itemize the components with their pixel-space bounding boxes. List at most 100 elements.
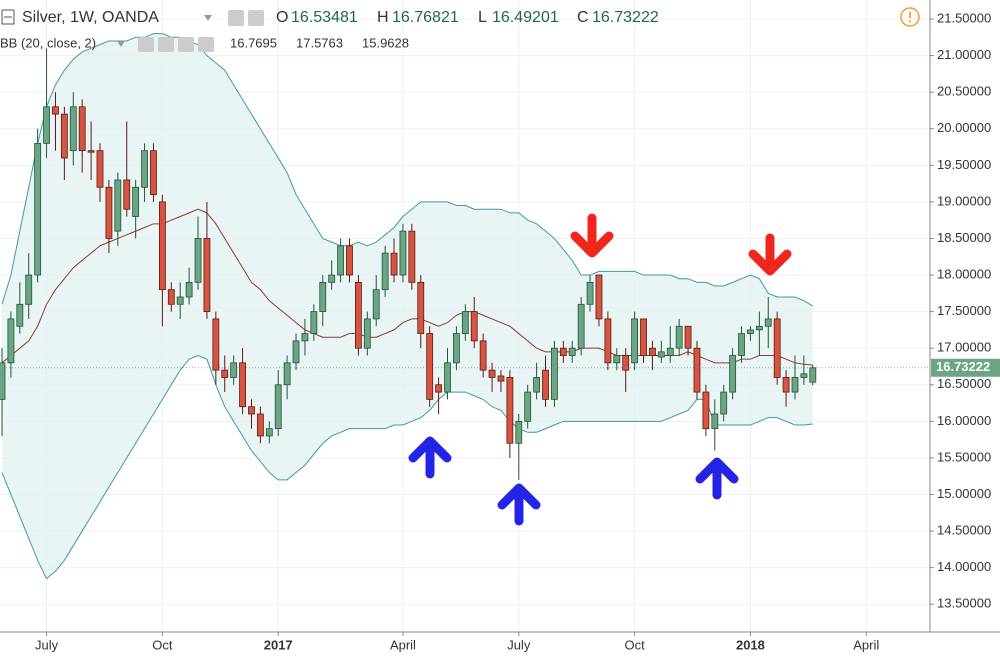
- candle-body: [274, 384, 282, 430]
- candle-body: [809, 367, 817, 383]
- candle-body: [114, 179, 122, 232]
- candle-body: [105, 186, 113, 239]
- eye-icon[interactable]: [228, 10, 244, 26]
- candle-body: [185, 281, 193, 298]
- x-tick-label: 2017: [264, 637, 293, 652]
- candle-body: [301, 333, 309, 342]
- candle-body: [132, 186, 140, 217]
- last-price-box: [931, 358, 1000, 377]
- y-tick-label: 15.50000: [937, 449, 991, 464]
- candle-body: [675, 325, 683, 349]
- bb-lower-line: [1, 354, 813, 580]
- candle-body: [622, 355, 630, 371]
- candle-body: [69, 106, 77, 152]
- candle-body: [542, 369, 549, 400]
- x-tick-label: July: [507, 637, 531, 652]
- bb-upper-value: 17.5763: [296, 35, 343, 50]
- alert-icon[interactable]: [900, 7, 920, 27]
- candle-body: [265, 428, 273, 437]
- candle-body: [453, 333, 460, 364]
- candle-body: [239, 362, 246, 408]
- dropdown-icon[interactable]: [204, 15, 212, 21]
- candle-body: [319, 281, 327, 313]
- down-arrow: [748, 233, 792, 276]
- plot-area: [0, 0, 930, 632]
- close-icon[interactable]: [198, 37, 214, 52]
- candle-body: [78, 106, 86, 152]
- y-tick-label: 13.50000: [937, 596, 991, 611]
- candle-body: [248, 406, 255, 415]
- candle-body: [729, 355, 737, 393]
- indicator-name[interactable]: BB (20, close, 2): [0, 35, 96, 50]
- settings-icon[interactable]: [248, 10, 264, 26]
- candle-body: [141, 150, 148, 188]
- candle-body: [613, 355, 621, 364]
- bb-middle-value: 16.7695: [230, 35, 277, 50]
- x-tick-label: Oct: [624, 637, 645, 652]
- y-tick-label: 16.50000: [937, 376, 991, 391]
- candle-body: [684, 325, 692, 349]
- x-tick-label: Oct: [152, 637, 173, 652]
- candle-body: [791, 377, 799, 393]
- candle-body: [506, 377, 514, 444]
- y-tick-label: 14.00000: [937, 559, 991, 574]
- y-tick-label: 19.00000: [937, 193, 991, 208]
- bb-upper-line: [1, 33, 814, 307]
- y-tick-label: 17.00000: [937, 340, 991, 355]
- ohlc-label: O: [276, 9, 288, 26]
- ohlc-label: C: [577, 9, 589, 26]
- candle-body: [25, 274, 33, 305]
- y-tick-label: 18.00000: [937, 266, 991, 281]
- candle-body: [426, 333, 434, 400]
- y-tick-label: 21.50000: [937, 10, 991, 25]
- candle-body: [568, 347, 576, 356]
- candle-body: [150, 150, 157, 195]
- x-tick-label: April: [853, 637, 879, 652]
- y-tick-label: 20.50000: [937, 84, 991, 99]
- candle-body: [283, 362, 291, 386]
- candle-body: [702, 391, 710, 430]
- candle-body: [52, 106, 59, 115]
- y-tick-label: 15.00000: [937, 486, 991, 501]
- candle-body: [693, 347, 701, 393]
- candle-body: [212, 318, 220, 371]
- candle-body: [435, 384, 442, 393]
- y-tick-label: 18.50000: [937, 230, 991, 245]
- bb-lower-value: 15.9628: [362, 35, 409, 50]
- candle-body: [346, 245, 353, 276]
- candle-body: [479, 340, 487, 371]
- candle-body: [408, 230, 416, 283]
- settings-icon[interactable]: [158, 37, 174, 52]
- candle-body: [0, 362, 6, 400]
- candle-body: [773, 318, 781, 378]
- candle-body: [533, 377, 540, 393]
- ohlc-value: 16.73222: [592, 9, 659, 26]
- ohlc-value: 16.76821: [392, 9, 459, 26]
- candle-body: [524, 391, 532, 422]
- candle-body: [497, 375, 505, 382]
- candle-body: [586, 281, 594, 305]
- band-fill: [2, 33, 813, 579]
- candle-body: [372, 289, 380, 320]
- candle-body: [470, 311, 478, 342]
- candle-body: [328, 274, 336, 283]
- source-icon[interactable]: [178, 37, 194, 52]
- menu-icon[interactable]: [1, 9, 15, 25]
- candle-body: [60, 113, 68, 159]
- candle-body: [176, 296, 184, 305]
- y-tick-label: 14.50000: [937, 522, 991, 537]
- candle-body: [738, 333, 745, 356]
- dropdown-icon[interactable]: [117, 41, 125, 47]
- candle-body: [631, 318, 639, 364]
- candle-body: [640, 318, 647, 356]
- symbol[interactable]: Silver, 1W, OANDA: [22, 9, 159, 26]
- candle-body: [764, 318, 772, 327]
- eye-icon[interactable]: [138, 37, 154, 52]
- ohlc-value: 16.53481: [291, 9, 358, 26]
- candle-body: [444, 362, 451, 393]
- candle-body: [96, 150, 104, 188]
- last-price-label: 16.73222: [936, 359, 990, 374]
- candle-body: [657, 351, 665, 358]
